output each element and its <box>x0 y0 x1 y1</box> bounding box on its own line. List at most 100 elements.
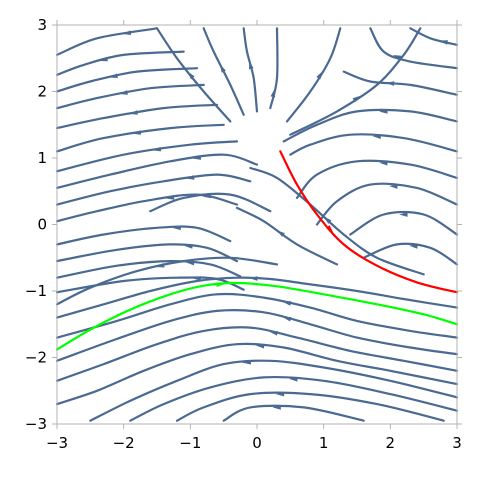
streamline <box>55 27 159 56</box>
streamline-arrow <box>276 230 285 237</box>
streamline-arrow <box>109 73 118 78</box>
streamline-arrow <box>132 130 142 135</box>
streamline <box>55 67 199 93</box>
streamline-arrow <box>282 301 292 306</box>
plot-frame <box>56 24 458 425</box>
streamline-arrow <box>172 225 181 231</box>
y-tick-label: −1 <box>25 282 47 300</box>
streamline <box>289 27 422 136</box>
green-curve <box>55 281 459 351</box>
streamline-arrow <box>275 391 285 397</box>
streamline-arrow <box>122 30 132 35</box>
x-tick-label: 0 <box>252 434 262 452</box>
streamline <box>55 83 205 110</box>
x-tick-label: 1 <box>319 434 329 452</box>
streamline-arrow <box>379 160 388 166</box>
streamline <box>349 210 459 236</box>
green-curve-arrow <box>216 282 225 287</box>
streamline <box>55 259 242 279</box>
streamline <box>55 173 252 206</box>
streamline-arrow <box>272 405 281 410</box>
streamline-arrow <box>379 109 388 114</box>
x-tick-label: −1 <box>179 434 201 452</box>
streamline <box>295 159 459 199</box>
y-tick-label: −2 <box>25 349 47 367</box>
streamline-arrow <box>99 56 108 62</box>
streamline <box>55 309 459 362</box>
streamline-arrow <box>282 316 292 322</box>
streamline-arrow <box>129 110 138 115</box>
y-tick-label: 3 <box>37 16 47 34</box>
streamline <box>242 27 259 113</box>
streamline <box>55 123 225 153</box>
streamline <box>269 27 279 110</box>
axis-ticks <box>52 20 462 429</box>
streamline <box>55 292 459 339</box>
y-tick-label: 1 <box>37 149 47 167</box>
red-curve-arrow <box>326 225 334 233</box>
streamline-arrow <box>409 244 418 249</box>
streamline-arrow <box>399 212 408 217</box>
red-curve <box>279 150 459 294</box>
streamline-arrow <box>249 276 258 281</box>
streamline <box>369 27 459 70</box>
streamline <box>55 50 185 76</box>
y-tick-label: −3 <box>25 415 47 433</box>
streamline-arrow <box>242 359 252 365</box>
streamline-arrow <box>255 343 265 349</box>
highlighted-curves <box>55 150 459 351</box>
y-tick-labels: 3 2 1 0 −1 −2 −3 <box>25 16 47 433</box>
streamline-arrow <box>192 155 202 160</box>
streamline <box>55 243 239 263</box>
streamline <box>175 391 445 422</box>
streamline-arrow <box>155 262 165 268</box>
streamline <box>222 404 365 422</box>
streamline-arrow <box>289 377 298 382</box>
x-tick-label: −3 <box>46 434 68 452</box>
x-tick-label: −2 <box>113 434 135 452</box>
streamline <box>55 256 279 306</box>
streamline <box>362 242 459 266</box>
streamline-arrow <box>185 175 195 180</box>
y-tick-label: 2 <box>37 83 47 101</box>
x-tick-label: 2 <box>386 434 396 452</box>
streamline-arrow <box>185 260 195 266</box>
streamline <box>89 359 459 422</box>
streamline <box>55 326 459 382</box>
streamline-arrow <box>385 81 395 86</box>
streamline-arrow <box>439 40 448 45</box>
streamline-arrow <box>352 95 361 103</box>
y-tick-label: 0 <box>37 216 47 234</box>
streamline-arrow <box>270 88 276 98</box>
streamline <box>149 192 272 213</box>
streamline <box>342 70 459 96</box>
streamline <box>55 342 459 406</box>
streamline <box>409 27 459 46</box>
streamline <box>55 103 219 130</box>
streamline-arrow <box>119 90 128 95</box>
streamline-arrow <box>249 60 254 70</box>
streamline <box>129 375 459 422</box>
streamline-arrow <box>372 134 381 139</box>
streamline-arrow <box>389 184 398 189</box>
streamline-arrow <box>316 71 323 80</box>
streamline <box>282 108 459 143</box>
x-tick-label: 3 <box>452 434 462 452</box>
streamline-arrow <box>323 216 332 224</box>
streamline-arrow <box>202 193 212 199</box>
x-tick-labels: −3 −2 −1 0 1 2 3 <box>46 434 462 452</box>
streamline-arrow <box>152 146 162 152</box>
streamline <box>315 182 459 226</box>
streamline-arrow <box>184 244 193 249</box>
streamline-arrow <box>392 55 402 61</box>
streamline-arrow <box>219 64 226 73</box>
streamline <box>285 27 342 123</box>
streamline <box>55 225 232 246</box>
streamline <box>55 140 239 173</box>
streamline <box>289 133 459 156</box>
streamline <box>55 153 259 189</box>
streamline-arrow <box>165 195 175 200</box>
streamlines <box>55 27 459 422</box>
streamline-arrow <box>187 71 195 80</box>
